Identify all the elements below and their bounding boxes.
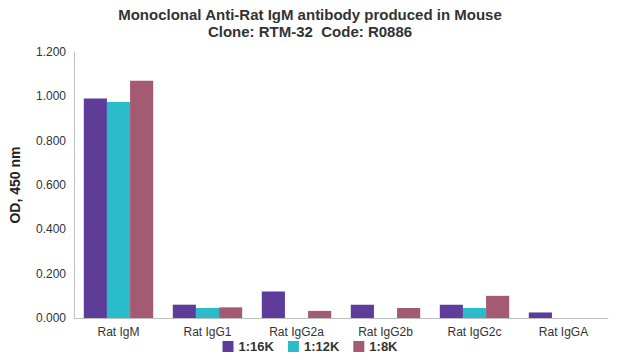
svg-text:Clone: RTM-32 Code: R0886: Clone: RTM-32 Code: R0886 — [208, 23, 412, 40]
svg-text:0.400: 0.400 — [36, 222, 66, 236]
svg-text:1:8K: 1:8K — [369, 339, 398, 354]
svg-text:1.200: 1.200 — [36, 45, 66, 59]
svg-text:1.000: 1.000 — [36, 89, 66, 103]
svg-text:OD, 450 nm: OD, 450 nm — [7, 146, 23, 223]
svg-text:Rat IgG2b: Rat IgG2b — [358, 325, 413, 339]
svg-text:0.000: 0.000 — [36, 311, 66, 325]
svg-text:Rat IgG2c: Rat IgG2c — [447, 325, 501, 339]
svg-text:Rat IgG2a: Rat IgG2a — [269, 325, 324, 339]
svg-text:Rat IgGA: Rat IgGA — [539, 325, 588, 339]
svg-text:1:12K: 1:12K — [304, 339, 340, 354]
svg-text:Rat IgM: Rat IgM — [97, 325, 139, 339]
svg-text:0.200: 0.200 — [36, 267, 66, 281]
svg-text:1:16K: 1:16K — [239, 339, 275, 354]
svg-text:0.800: 0.800 — [36, 134, 66, 148]
svg-text:0.600: 0.600 — [36, 178, 66, 192]
svg-text:Monoclonal Anti-Rat IgM antibo: Monoclonal Anti-Rat IgM antibody produce… — [118, 6, 502, 23]
svg-text:Rat IgG1: Rat IgG1 — [183, 325, 231, 339]
